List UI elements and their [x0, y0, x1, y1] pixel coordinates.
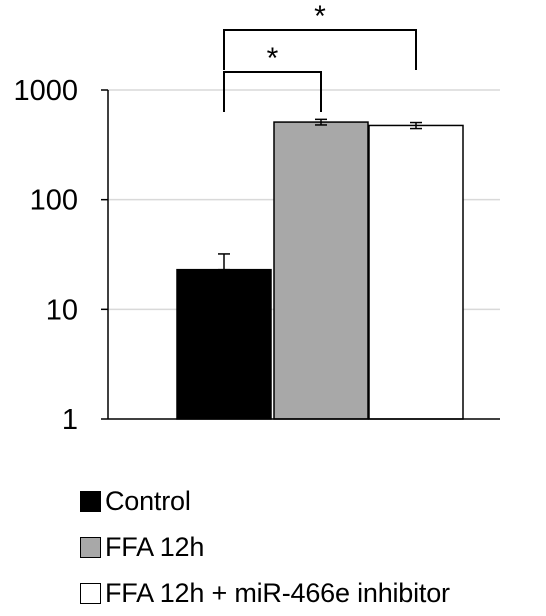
legend-label-ffa-12h-inhibitor: FFA 12h + miR-466e inhibitor	[105, 577, 450, 608]
bar-ffa-12h-inhibitor	[368, 124, 464, 420]
legend-label-ffa-12h: FFA 12h	[105, 531, 205, 562]
legend-swatch-ffa-12h-inhibitor	[80, 582, 101, 604]
bar-control	[176, 268, 272, 420]
legend-item-ffa-12h-inhibitor: FFA 12h + miR-466e inhibitor	[80, 570, 540, 616]
legend: Control FFA 12h FFA 12h + miR-466e inhib…	[80, 478, 540, 616]
legend-item-control: Control	[80, 478, 540, 524]
y-tick-label: 100	[30, 185, 78, 217]
y-tick-label: 1	[62, 404, 78, 436]
bars	[176, 121, 464, 420]
error-bars	[218, 118, 422, 271]
axes	[101, 89, 500, 420]
legend-swatch-ffa-12h	[80, 536, 101, 558]
significance-star: *	[267, 42, 279, 75]
legend-label-control: Control	[105, 485, 191, 516]
significance-brackets: **	[223, 0, 417, 112]
y-tick-labels: 1 10 100 1000	[13, 75, 78, 436]
significance-bracket	[223, 71, 322, 112]
y-tick-label: 10	[46, 294, 78, 326]
legend-item-ffa-12h: FFA 12h	[80, 524, 540, 570]
legend-swatch-control	[80, 490, 101, 512]
bar-ffa-12h	[273, 121, 369, 420]
significance-bracket	[223, 29, 417, 70]
y-tick-label: 1000	[13, 75, 78, 107]
significance-star: *	[314, 0, 326, 33]
